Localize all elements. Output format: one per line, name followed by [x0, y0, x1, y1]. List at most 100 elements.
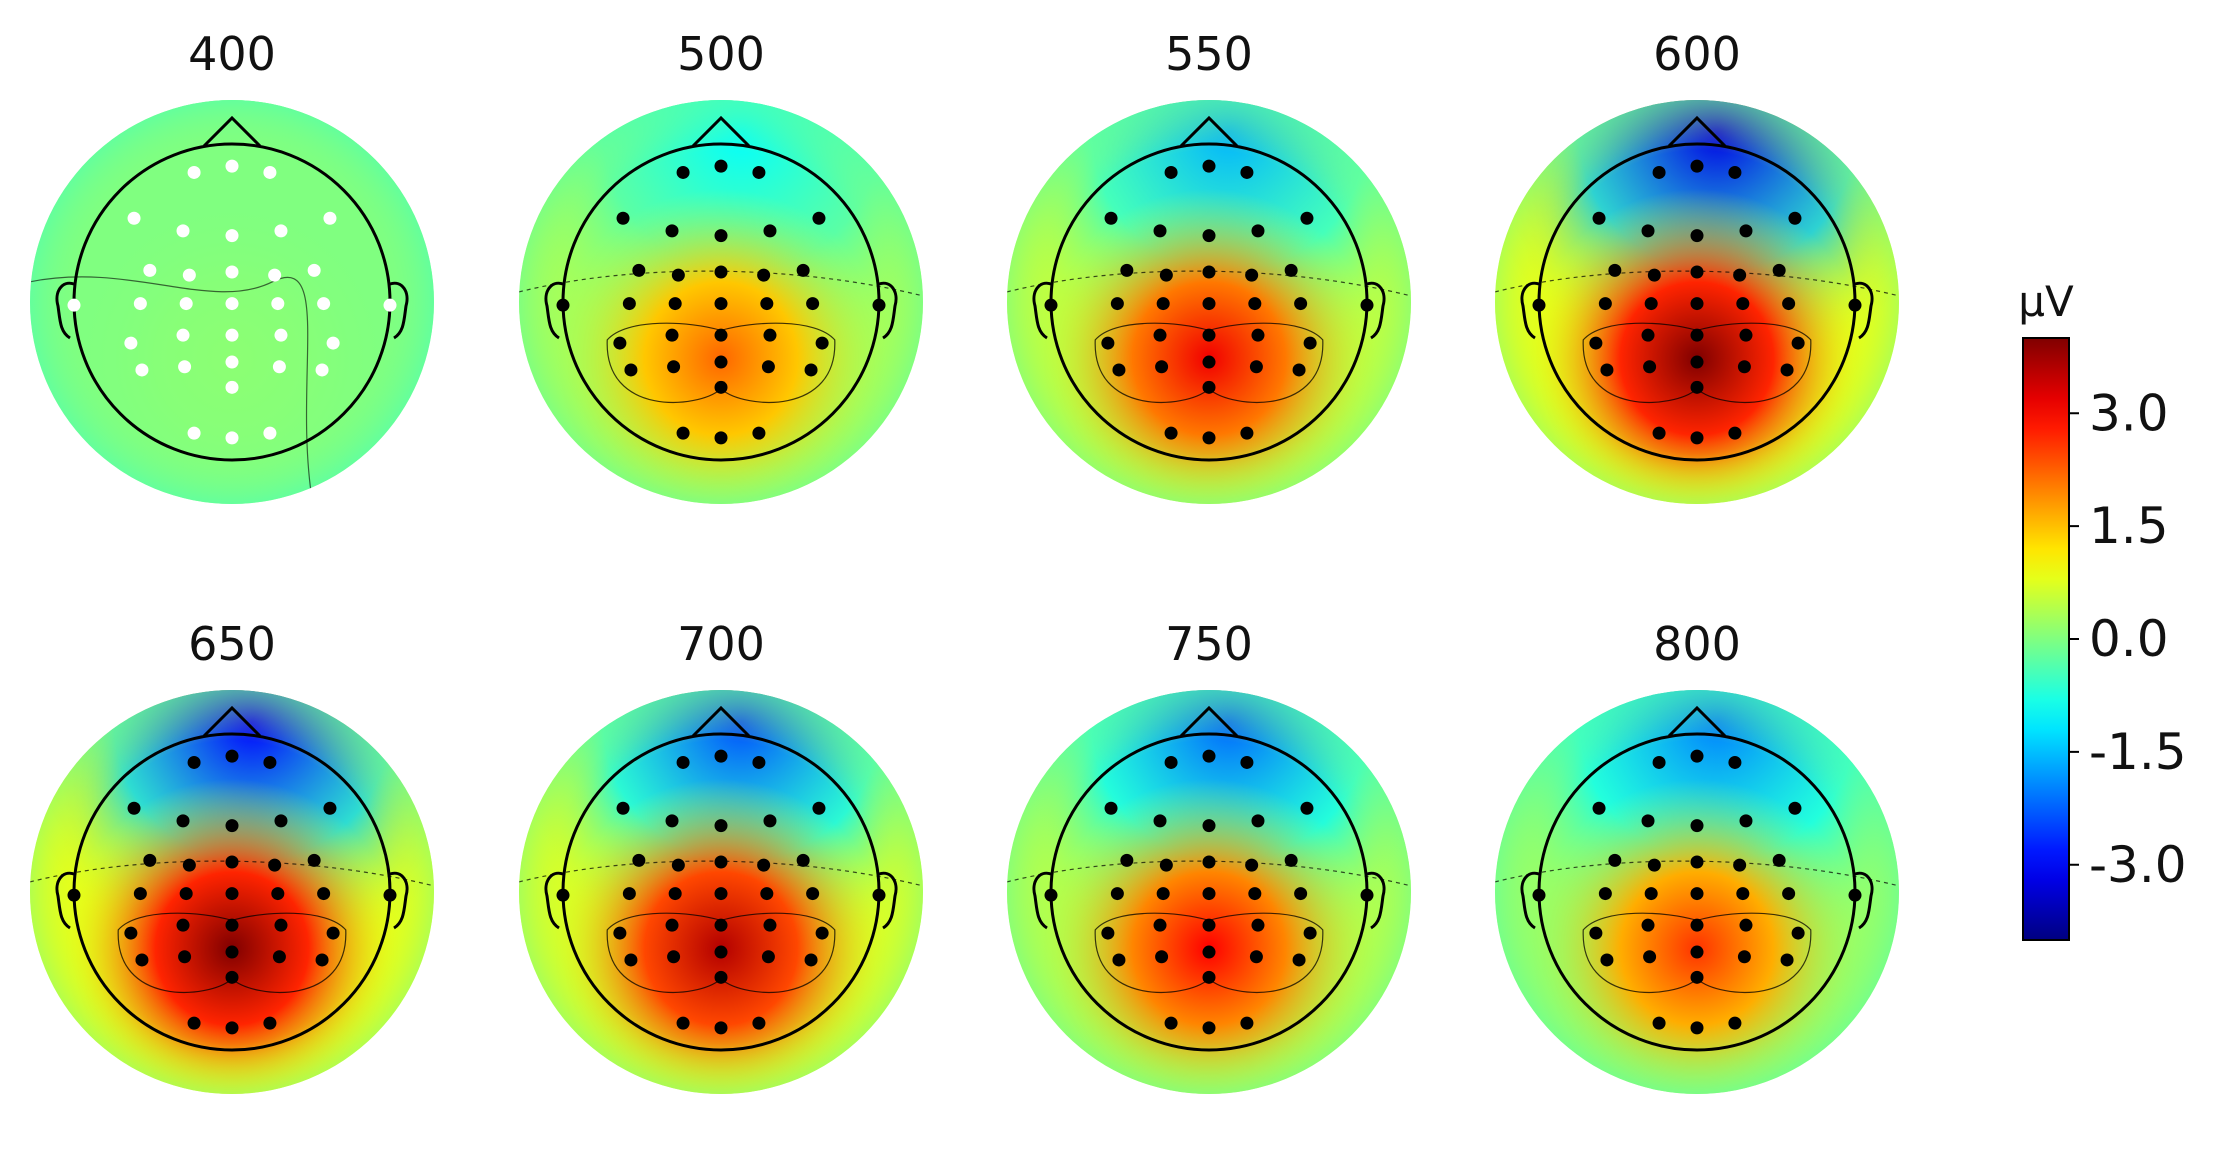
electrode-marker [1690, 819, 1704, 833]
colorbar-tick-label: 3.0 [2089, 384, 2169, 442]
electrode-marker [1202, 945, 1216, 959]
electrode-marker [124, 336, 138, 350]
nose-outline [1667, 115, 1727, 148]
electrode-marker [760, 887, 774, 901]
electrode-marker [624, 953, 638, 967]
panel-title: 400 [188, 27, 276, 81]
electrode-marker [225, 819, 239, 833]
electrode-marker [757, 858, 771, 872]
electrode-marker [760, 297, 774, 311]
electrode-marker [806, 297, 820, 311]
electrode-marker [1791, 926, 1805, 940]
right-ear-outline [1854, 871, 1874, 930]
electrode-marker [1643, 360, 1657, 374]
contour-line [606, 322, 836, 403]
electrode-marker [1598, 887, 1612, 901]
electrode-marker [761, 950, 775, 964]
topomap-panel: 750 [1007, 617, 1411, 1094]
electrode-marker [323, 801, 337, 815]
electrode-marker [179, 297, 193, 311]
electrode-marker [225, 887, 239, 901]
electrode-marker [1112, 953, 1126, 967]
electrode-marker [176, 328, 190, 342]
electrode-marker [1248, 297, 1262, 311]
electrode-marker [323, 211, 337, 225]
electrode-marker [1245, 268, 1259, 282]
electrode-marker [1782, 297, 1796, 311]
electrode-marker [1155, 950, 1169, 964]
colorbar: μV 3.0 1.5 0.0 -1.5 -3.0 [2018, 277, 2187, 941]
electrode-marker [1690, 229, 1704, 243]
electrode-marker [714, 229, 728, 243]
electrode-marker [812, 211, 826, 225]
electrode-marker [307, 263, 321, 277]
electrode-marker [1592, 211, 1606, 225]
electrode-marker [616, 801, 630, 815]
colorbar-ticks: 3.0 1.5 0.0 -1.5 -3.0 [2069, 384, 2187, 894]
electrode-marker [1156, 297, 1170, 311]
electrode-marker [1104, 211, 1118, 225]
electrode-marker [176, 918, 190, 932]
electrode-marker [271, 297, 285, 311]
electrode-marker [1202, 328, 1216, 342]
electrode-marker [263, 165, 277, 179]
electrode-marker [1202, 887, 1216, 901]
right-ear-outline [1366, 871, 1386, 930]
panel-title: 700 [677, 617, 765, 671]
electrode-marker [1690, 855, 1704, 869]
contour-line [30, 276, 314, 504]
electrode-marker [806, 887, 820, 901]
electrode-marker [1690, 328, 1704, 342]
electrode-marker [187, 1016, 201, 1030]
electrode-marker [804, 363, 818, 377]
electrode-marker [714, 297, 728, 311]
electrode-marker [272, 360, 286, 374]
electrode-marker [1532, 888, 1546, 902]
electrode-marker [714, 380, 728, 394]
panel-title: 550 [1165, 27, 1253, 81]
electrode-marker [1641, 814, 1655, 828]
electrode-marker [225, 355, 239, 369]
electrode-marker [176, 814, 190, 828]
electrode-marker [143, 263, 157, 277]
electrode-marker [124, 926, 138, 940]
topomap-panel: 700 [519, 617, 923, 1094]
electrode-marker [1303, 926, 1317, 940]
electrode-marker [182, 858, 196, 872]
electrode-marker [225, 918, 239, 932]
electrode-marker [815, 336, 829, 350]
electrode-marker [1652, 426, 1666, 440]
electrode-marker [1202, 265, 1216, 279]
nose-outline [202, 705, 262, 738]
electrode-marker [796, 263, 810, 277]
electrode-marker [135, 953, 149, 967]
electrode-marker [1690, 159, 1704, 173]
electrode-marker [671, 268, 685, 282]
electrode-marker [1284, 263, 1298, 277]
electrode-marker [1104, 801, 1118, 815]
electrode-marker [1240, 1016, 1254, 1030]
electrode-marker [1202, 355, 1216, 369]
left-ear-outline [1032, 871, 1052, 930]
electrode-marker [763, 814, 777, 828]
electrode-marker [326, 926, 340, 940]
electrode-marker [1690, 297, 1704, 311]
electrode-marker [271, 887, 285, 901]
electrode-marker [1592, 801, 1606, 815]
electrode-marker [1598, 297, 1612, 311]
colorbar-tick-label: 1.5 [2089, 497, 2169, 555]
electrode-marker [1240, 755, 1254, 769]
electrode-marker [1292, 953, 1306, 967]
electrode-marker [143, 853, 157, 867]
electrode-marker [268, 858, 282, 872]
topomap-panel: 600 [1495, 27, 1899, 504]
topomap-panel: 550 [1007, 27, 1411, 504]
electrode-marker [1249, 950, 1263, 964]
electrode-marker [1644, 887, 1658, 901]
electrode-marker [1202, 855, 1216, 869]
nose-outline [1179, 705, 1239, 738]
electrode-marker [714, 159, 728, 173]
electrode-marker [1652, 1016, 1666, 1030]
electrode-marker [1644, 297, 1658, 311]
electrode-marker [1737, 950, 1751, 964]
